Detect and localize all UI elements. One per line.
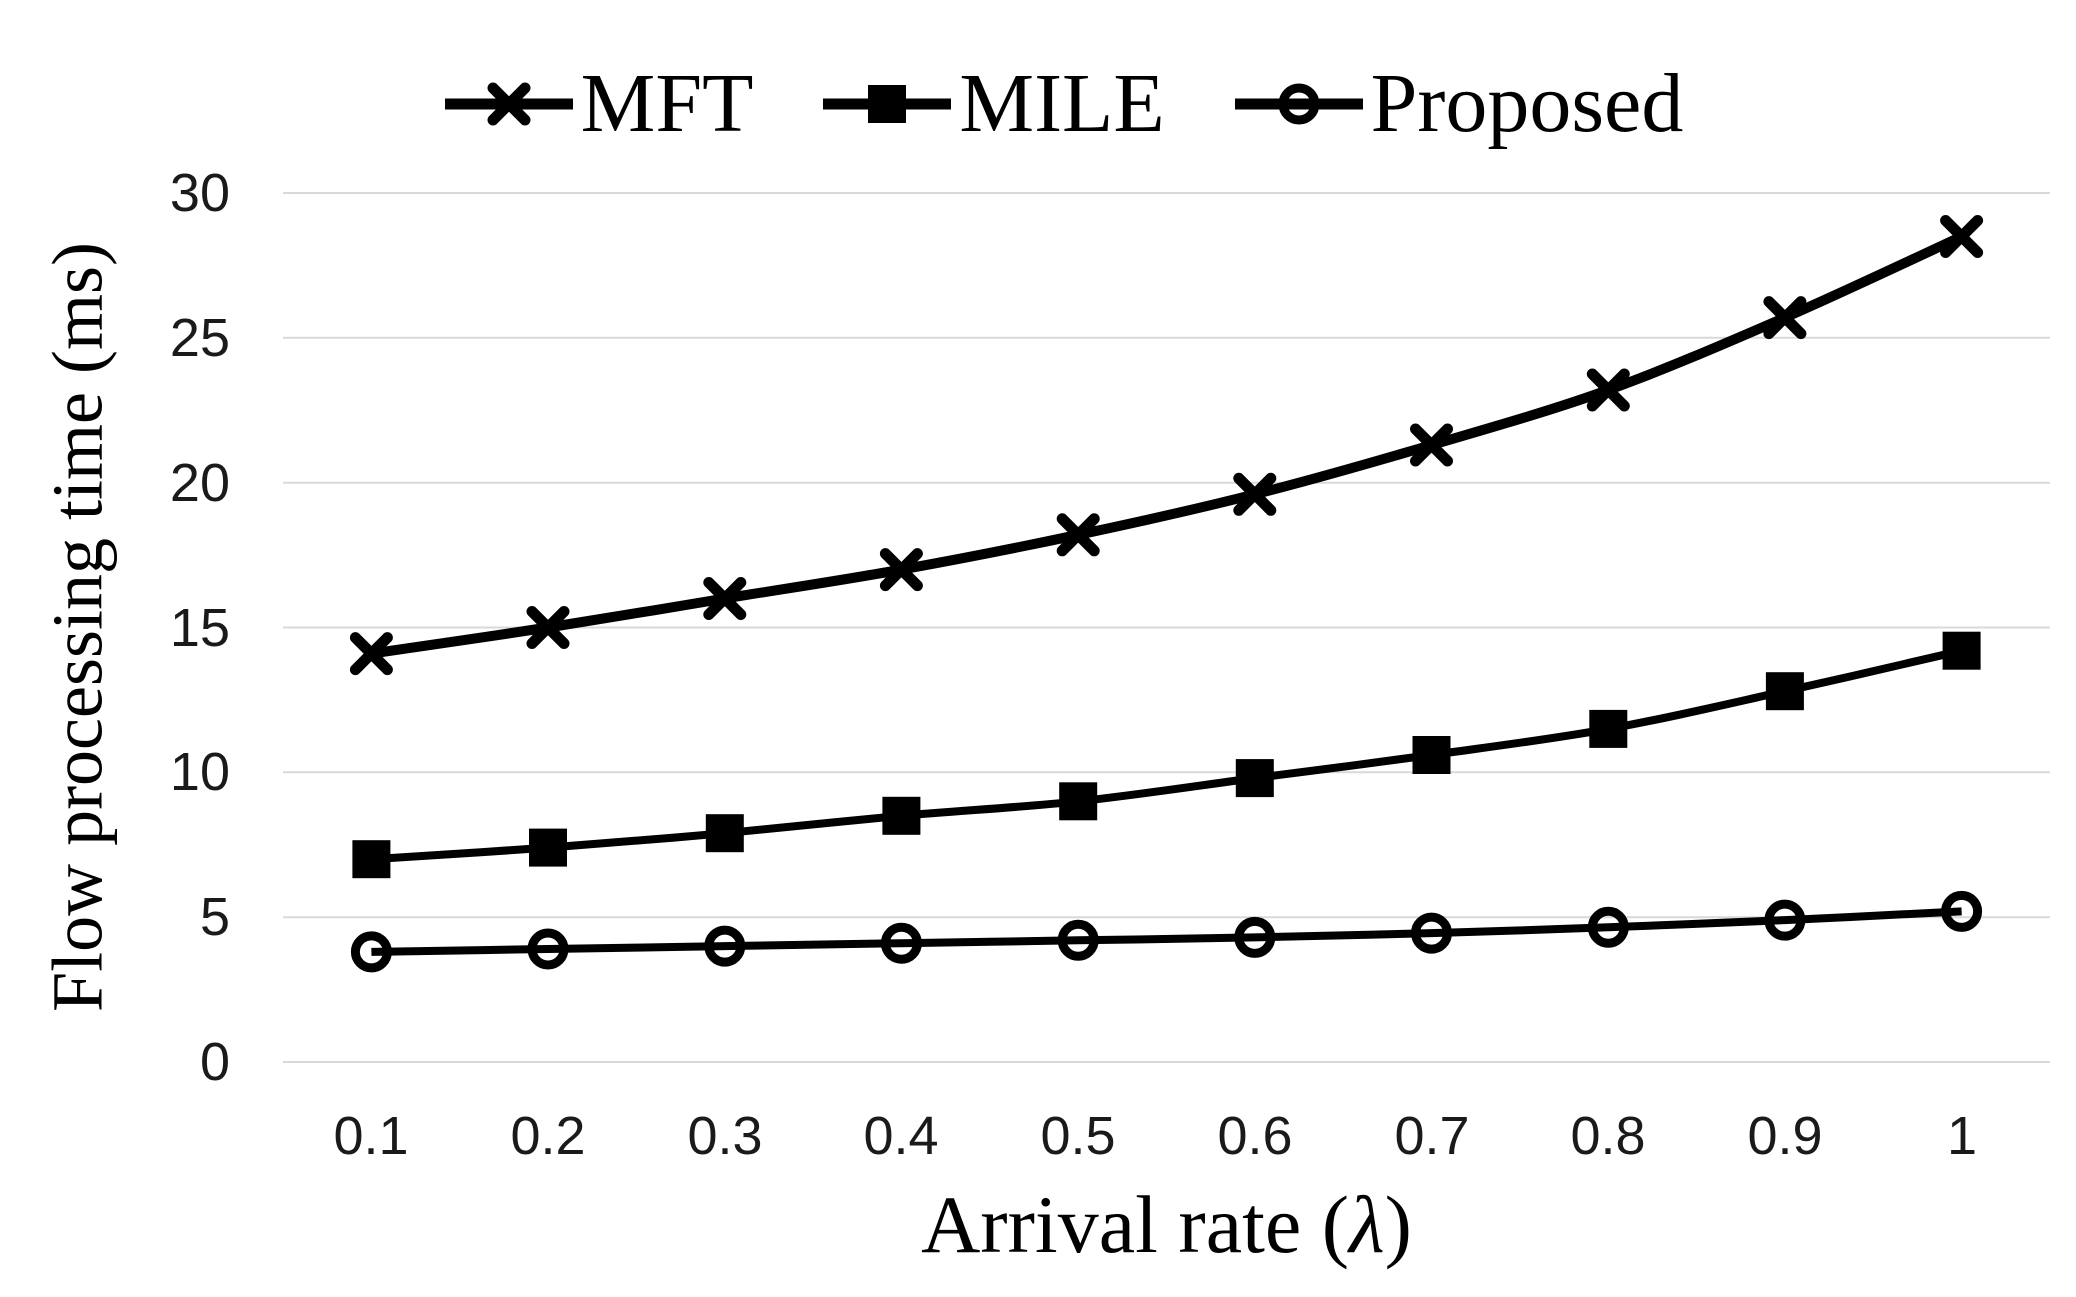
x-tick-label: 0.3 xyxy=(687,1106,763,1166)
circle-marker-icon xyxy=(1941,890,1983,932)
circle-marker-icon xyxy=(1278,83,1320,125)
legend-label: MILE xyxy=(959,57,1165,150)
square-marker-icon xyxy=(1235,759,1274,798)
legend-marker-x xyxy=(444,82,573,126)
y-tick-label: 5 xyxy=(199,887,230,947)
x-tick-label: 0.4 xyxy=(863,1106,939,1166)
x-marker-icon xyxy=(1586,368,1630,412)
y-tick-label: 0 xyxy=(199,1032,230,1092)
x-tick-label: 0.9 xyxy=(1747,1106,1823,1166)
x-marker-icon xyxy=(487,82,531,126)
x-tick-label: 0.5 xyxy=(1040,1106,1116,1166)
y-tick-label: 20 xyxy=(169,453,230,513)
legend-marker-circle xyxy=(1234,83,1363,125)
x-marker-icon xyxy=(1233,472,1277,516)
circle-marker-icon xyxy=(527,928,569,970)
y-tick-label: 10 xyxy=(169,742,230,802)
circle-marker-icon xyxy=(1234,916,1276,958)
legend-label: Proposed xyxy=(1370,57,1684,150)
x-marker-icon xyxy=(879,548,923,592)
legend-item-MFT: MFT xyxy=(443,57,754,150)
x-tick-label: 0.2 xyxy=(510,1106,586,1166)
circle-marker-icon xyxy=(880,922,922,964)
x-marker-icon xyxy=(349,632,393,676)
x-marker-icon xyxy=(1410,423,1453,467)
square-marker-icon xyxy=(882,796,921,835)
square-marker-icon xyxy=(705,814,744,853)
square-marker-icon xyxy=(868,85,907,123)
legend-item-MILE: MILE xyxy=(821,57,1165,150)
circle-marker-icon xyxy=(350,931,392,973)
circle-marker-icon xyxy=(1411,912,1452,954)
lambda-symbol: λ xyxy=(1349,1179,1385,1270)
y-tick-label: 25 xyxy=(169,308,230,368)
series-line-Proposed xyxy=(371,907,1962,956)
x-marker-icon xyxy=(1763,296,1807,340)
series-line-MFT xyxy=(370,231,1964,659)
x-marker-icon xyxy=(1940,215,1984,258)
x-tick-label: 0.8 xyxy=(1570,1106,1646,1166)
x-marker-icon xyxy=(703,577,747,620)
square-marker-icon xyxy=(352,840,391,879)
square-marker-icon xyxy=(1412,736,1451,774)
circle-marker-icon xyxy=(1587,906,1629,948)
square-marker-icon xyxy=(1765,672,1804,711)
legend: MFT MILE Proposed xyxy=(50,62,2076,146)
series-line-MILE xyxy=(371,646,1963,864)
square-marker-icon xyxy=(529,828,567,867)
legend-item-Proposed: Proposed xyxy=(1233,57,1684,150)
circle-marker-icon xyxy=(1764,899,1806,941)
square-marker-icon xyxy=(1059,782,1098,821)
y-tick-label: 15 xyxy=(169,598,230,658)
legend-label: MFT xyxy=(580,57,754,150)
x-marker-icon xyxy=(526,606,570,649)
x-tick-label: 0.7 xyxy=(1394,1106,1470,1166)
circle-marker-icon xyxy=(704,925,746,967)
square-marker-icon xyxy=(1942,631,1981,670)
square-marker-icon xyxy=(1589,709,1628,748)
circle-marker-icon xyxy=(1057,919,1099,961)
x-axis-title: Arrival rate (λ) xyxy=(921,1179,1412,1270)
x-marker-icon xyxy=(1056,513,1100,557)
x-tick-label: 0.1 xyxy=(333,1106,409,1166)
x-tick-label: 1 xyxy=(1946,1106,1978,1166)
y-tick-label: 30 xyxy=(169,163,230,223)
x-tick-label: 0.6 xyxy=(1217,1106,1293,1166)
legend-marker-square xyxy=(823,85,952,123)
